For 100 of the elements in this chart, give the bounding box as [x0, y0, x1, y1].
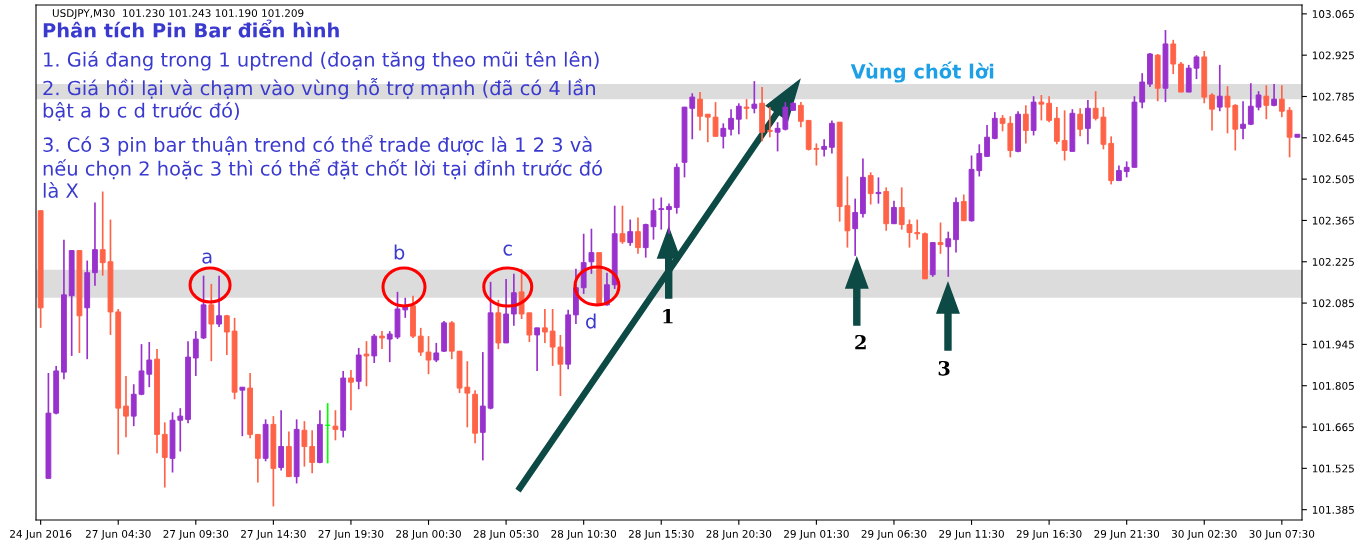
- candlestick: [960, 193, 967, 222]
- y-tick-label: 103.065: [1312, 10, 1354, 18]
- x-tick-label: 29 Jun 01:30: [784, 529, 849, 540]
- y-tick-label: 102.925: [1312, 51, 1354, 60]
- candlestick: [945, 230, 952, 278]
- candlestick: [875, 176, 882, 205]
- candlestick: [332, 409, 339, 442]
- annotation: 1: [663, 308, 673, 324]
- text: Phân tích Pin Bar điển hình: [43, 19, 339, 38]
- x-tick-label: 27 Jun 09:30: [163, 529, 229, 540]
- candlestick: [852, 197, 859, 257]
- candlestick: [635, 216, 641, 255]
- candlestick: [239, 386, 246, 438]
- candlestick: [161, 421, 168, 489]
- candlestick: [1255, 90, 1262, 112]
- candlestick: [735, 102, 742, 136]
- candlestick: [208, 283, 215, 363]
- y-tick-label: 101.945: [1312, 340, 1354, 349]
- candlestick: [1085, 99, 1091, 146]
- x-tick-label: 29 Jun 11:30: [939, 529, 1004, 540]
- annotation: 2: [855, 334, 866, 350]
- candlestick: [363, 340, 370, 388]
- candlestick: [666, 202, 672, 235]
- candlestick: [1263, 84, 1270, 121]
- annotation: c: [503, 244, 512, 256]
- candlestick: [1046, 95, 1053, 124]
- x-tick-label: 28 Jun 05:30: [473, 529, 539, 540]
- candlestick: [1240, 100, 1246, 141]
- candlestick: [728, 108, 734, 137]
- x-tick-label: 30 Jun 07:30: [1249, 529, 1315, 540]
- candlestick: [658, 196, 665, 231]
- candlestick: [309, 429, 316, 475]
- x-tick-label: 28 Jun 00:30: [396, 529, 461, 540]
- candlestick: [937, 221, 944, 255]
- candlestick: [588, 227, 595, 275]
- candlestick: [991, 111, 998, 141]
- x-tick-label: 29 Jun 06:30: [861, 529, 927, 540]
- candlestick: [697, 91, 703, 132]
- candlestick: [348, 369, 354, 412]
- candlestick: [1077, 107, 1084, 138]
- candlestick: [1061, 109, 1068, 162]
- candlestick: [301, 420, 308, 468]
- candlestick: [1022, 104, 1029, 145]
- annotation: a: [202, 252, 212, 264]
- x-tick-label: 27 Jun 04:30: [85, 529, 151, 540]
- y-tick-label: 102.645: [1312, 134, 1354, 142]
- candlestick: [1139, 72, 1146, 110]
- candlestick: [891, 199, 897, 225]
- candlestick: [254, 433, 261, 484]
- candlestick: [278, 409, 285, 472]
- candlestick: [797, 101, 804, 129]
- y-tick-label: 102.225: [1312, 257, 1354, 266]
- candlestick: [433, 342, 440, 363]
- x-tick-label: 28 Jun 10:30: [551, 529, 617, 540]
- x-tick-label: 28 Jun 20:30: [706, 529, 772, 540]
- candlestick: [541, 308, 548, 344]
- x-tick-label: 27 Jun 19:30: [318, 529, 384, 540]
- y-tick-label: 101.525: [1312, 464, 1354, 473]
- annotation: d: [586, 313, 596, 329]
- x-tick-label: 29 Jun 21:30: [1094, 529, 1160, 540]
- y-tick-label: 101.665: [1312, 423, 1354, 432]
- candlestick: [627, 218, 634, 247]
- candlestick: [92, 201, 98, 287]
- annotation: b: [394, 244, 405, 260]
- x-tick-label: 30 Jun 02:30: [1171, 529, 1237, 540]
- candlestick: [821, 138, 828, 158]
- candlestick: [867, 171, 874, 206]
- candlestick: [534, 327, 541, 372]
- candlestick: [1038, 94, 1045, 122]
- x-tick-label: 24 Jun 2016: [10, 529, 72, 540]
- candlestick: [192, 330, 199, 377]
- candlestick: [1209, 92, 1215, 132]
- y-tick-label: 102.505: [1312, 175, 1354, 184]
- candlestick: [1053, 106, 1060, 146]
- candlestick: [371, 333, 378, 364]
- candlestick: [743, 98, 750, 121]
- y-tick-label: 101.805: [1312, 381, 1354, 390]
- x-tick-label: 29 Jun 16:30: [1016, 529, 1082, 540]
- y-tick-label: 101.385: [1312, 505, 1354, 514]
- candlestick: [123, 375, 129, 439]
- annotation: 2. Giá hồi lại và chạm vào vùng hỗ trợ mạnh (đã có 4 lần bật a b c d trước đó): [43, 78, 595, 122]
- candlestick: [510, 273, 517, 327]
- y-tick-label: 102.785: [1312, 92, 1354, 101]
- annotation: 1. Giá đang trong 1 uptrend (đoạn tăng theo mũi tên lên): [44, 51, 599, 71]
- candlestick: [1247, 82, 1254, 126]
- candlestick: [379, 330, 385, 350]
- candlestick: [1278, 84, 1285, 118]
- candlestick: [619, 204, 626, 245]
- y-tick-label: 102.085: [1312, 299, 1354, 308]
- candlestick: [223, 314, 230, 356]
- x-tick-label: 28 Jun 15:30: [628, 529, 694, 540]
- candlestick: [751, 80, 758, 115]
- x-tick-label: 27 Jun 14:30: [241, 529, 306, 540]
- candlestick: [720, 122, 727, 150]
- y-tick-label: 102.365: [1312, 216, 1354, 225]
- band-label: Vùng chốt lời: [850, 61, 994, 83]
- candlestick: [216, 274, 222, 328]
- candlestick: [1216, 64, 1223, 113]
- annotation: 3. Có 3 pin bar thuận trend có thể trade được là 1 2 3 và nếu chọn 2 hoặc 3 thì có thể đặt chốt lời tại đỉnh trước đó là X: [43, 135, 602, 198]
- candlestick: [1170, 38, 1177, 75]
